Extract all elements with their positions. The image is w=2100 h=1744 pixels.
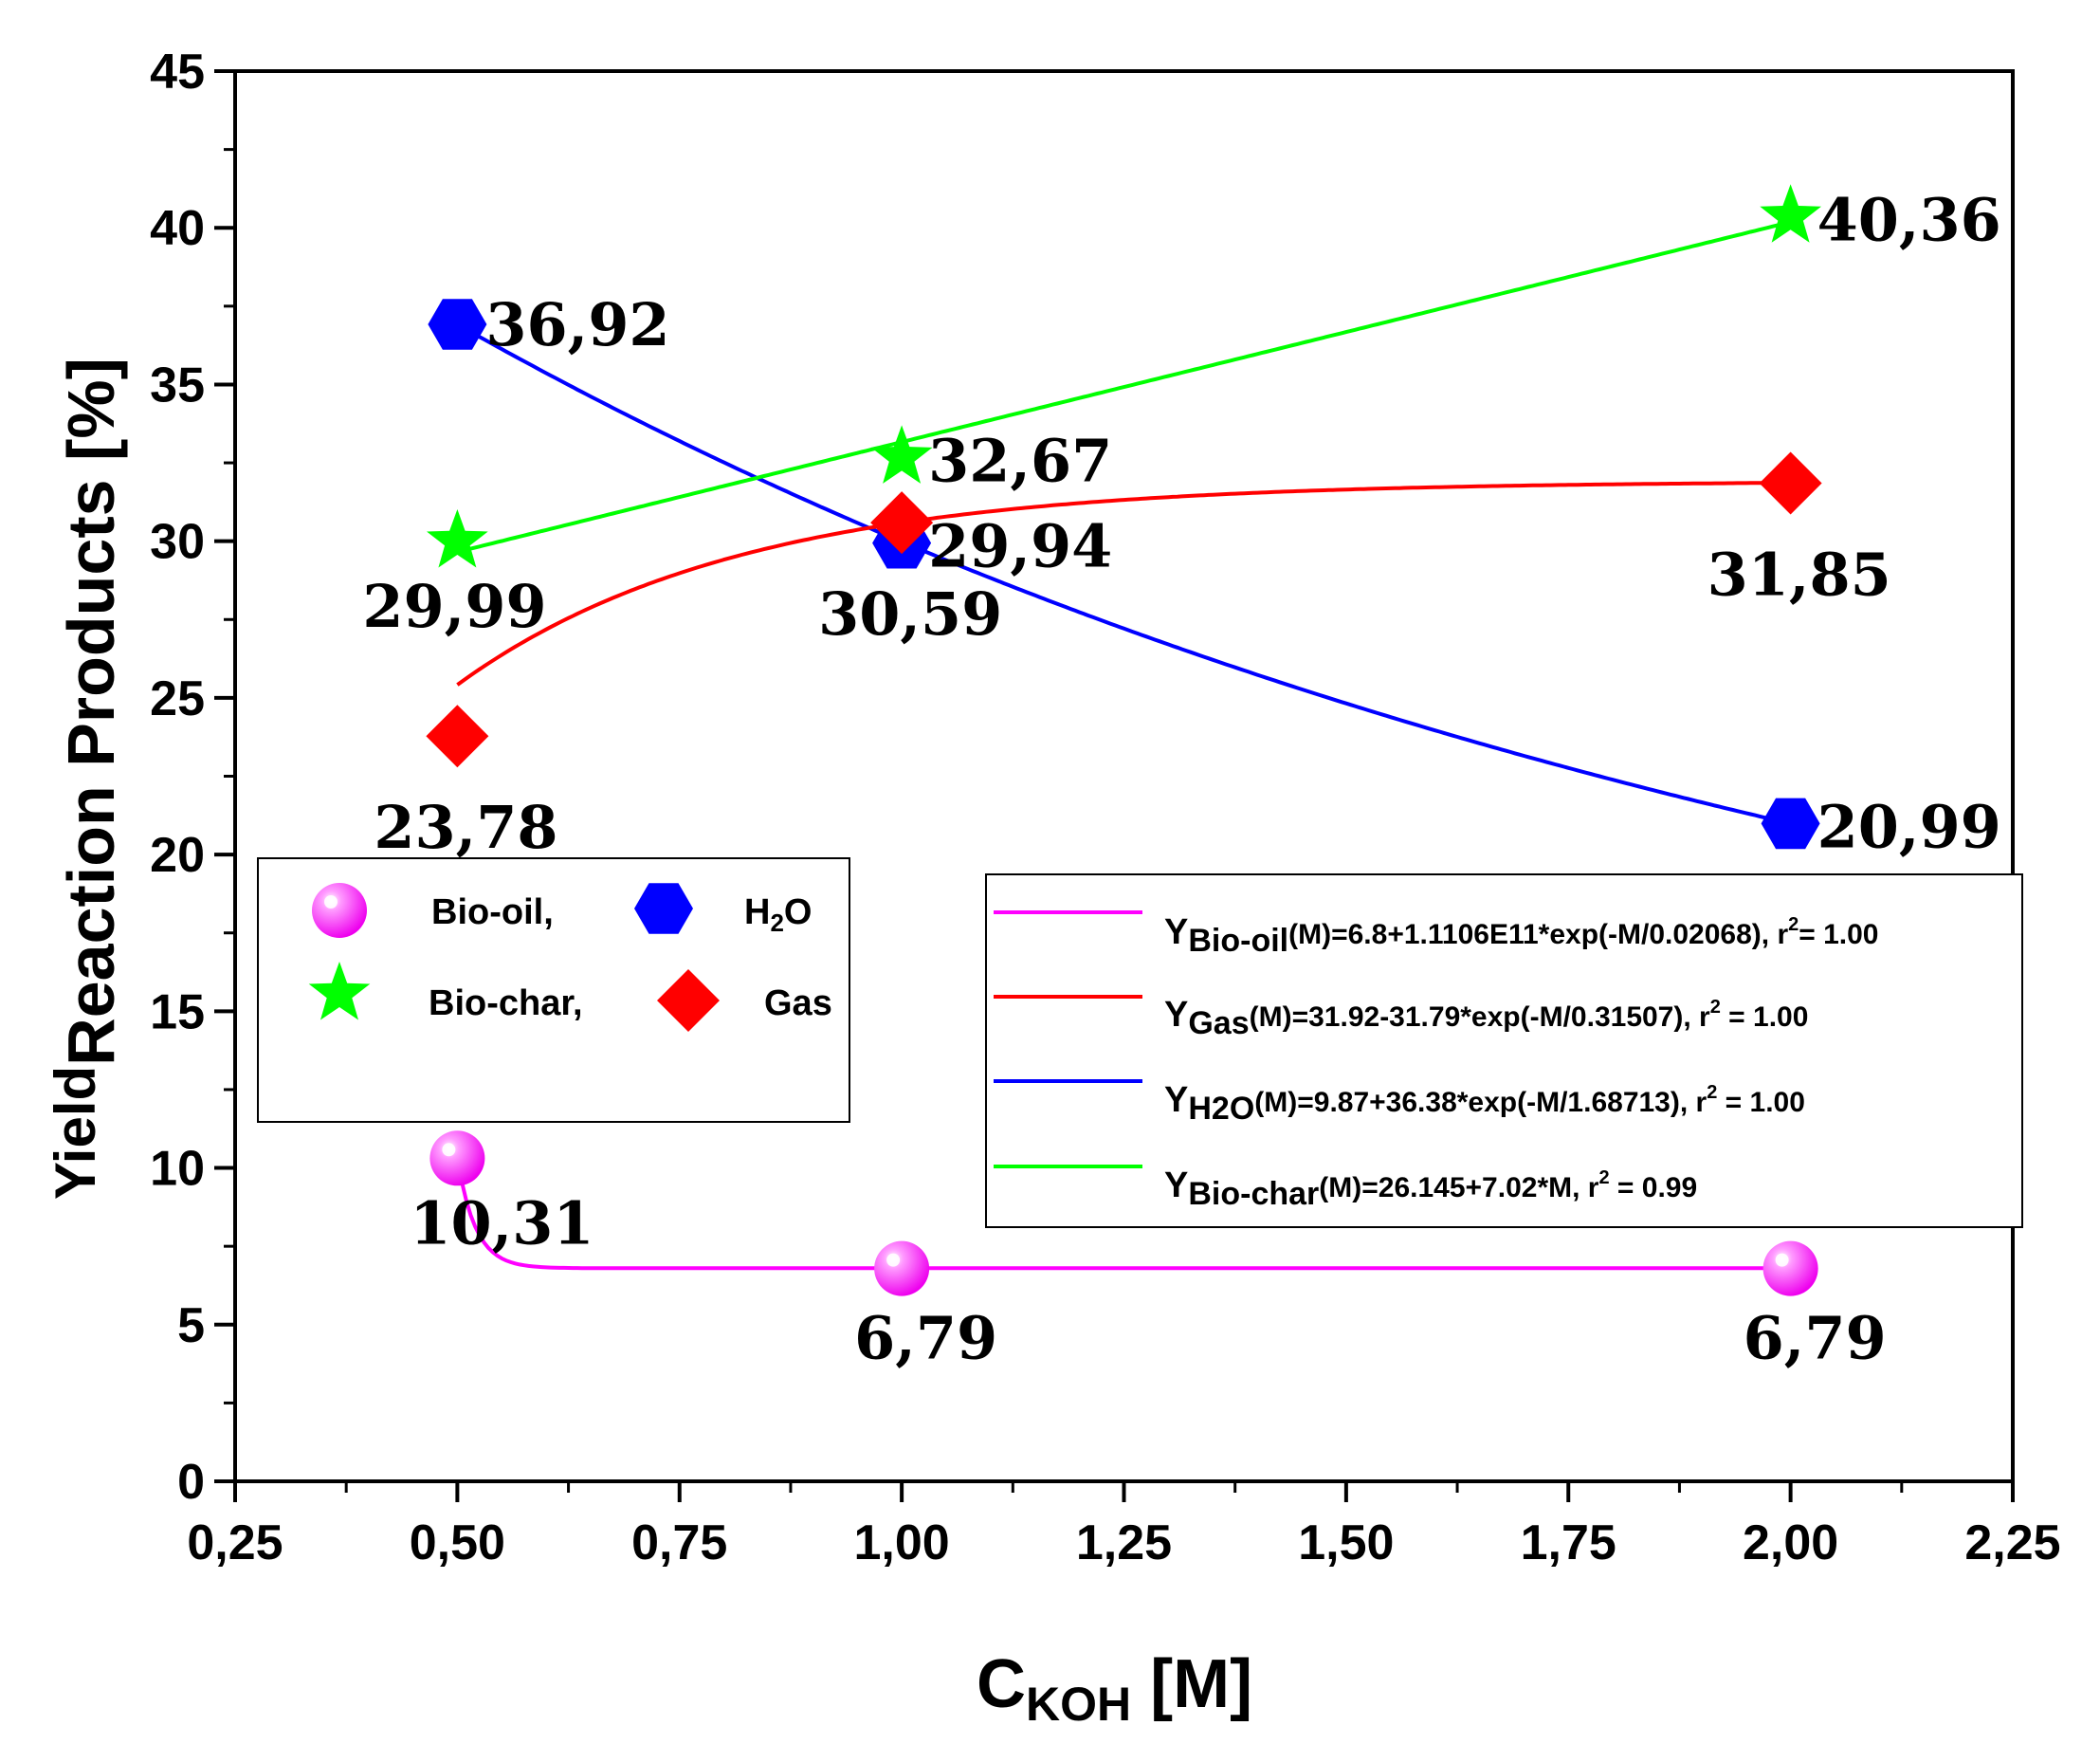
legend-label-gas: Gas: [764, 983, 832, 1023]
sphere-body: [312, 883, 367, 938]
x-tick-label: 1,50: [1298, 1515, 1394, 1570]
data-label-h2o: 20,99: [1817, 792, 2001, 861]
marker-gas: [426, 705, 489, 768]
y-tick-label: 15: [150, 984, 205, 1039]
y-tick-label: 0: [177, 1455, 205, 1510]
fit-legend-gas: YGas(M)=31.92-31.79*exp(-M/0.31507), r2 …: [1164, 995, 1808, 1041]
fit-legend-box: [985, 873, 2023, 1228]
x-tick-label: 0,50: [410, 1515, 505, 1570]
marker-gas: [1759, 451, 1822, 515]
data-label-bio-char: 32,67: [928, 426, 1112, 495]
legend-marker-h2o: [634, 883, 693, 934]
x-tick-label: 1,25: [1076, 1515, 1172, 1570]
y-axis-title: YieldReaction Products [%]: [44, 358, 128, 1200]
fit-legend-bio-oil: YBio-oil(M)=6.8+1.1106E11*exp(-M/0.02068…: [1164, 912, 1879, 959]
data-label-bio-oil: 6,79: [1744, 1304, 1887, 1373]
legend-label-bio-oil: Bio-oil,: [431, 892, 554, 932]
y-tick-label: 20: [150, 828, 205, 883]
y-tick-label: 5: [177, 1298, 205, 1353]
y-tick-label: 40: [150, 201, 205, 256]
marker-h2o: [428, 299, 487, 350]
sphere-body: [429, 1130, 485, 1186]
y-tick-label: 45: [150, 45, 205, 100]
y-tick-label: 25: [150, 671, 205, 726]
marker-bio-oil: [874, 1240, 930, 1296]
data-label-gas: 30,59: [818, 579, 1002, 649]
sphere-highlight: [324, 895, 338, 909]
x-tick-label: 0,25: [187, 1515, 283, 1570]
legend-label-h2o: H2O: [744, 892, 812, 937]
data-label-bio-oil: 10,31: [410, 1188, 593, 1258]
sphere-highlight: [1775, 1253, 1789, 1267]
data-label-h2o: 36,92: [485, 290, 669, 359]
data-label-bio-char: 40,36: [1817, 185, 2001, 254]
x-tick-label: 0,75: [631, 1515, 727, 1570]
marker-bio-char: [427, 509, 488, 568]
x-tick-label: 1,00: [854, 1515, 950, 1570]
fit-curves: [455, 220, 1792, 1271]
marker-gas: [870, 491, 934, 555]
marker-legend: Bio-oil, H2O Bio-char, Gas: [257, 857, 850, 1123]
legend-label-bio-char: Bio-char,: [429, 983, 583, 1023]
sphere-body: [874, 1240, 930, 1296]
legend-marker-gas: [657, 969, 720, 1032]
marker-bio-oil: [1762, 1240, 1818, 1296]
x-axis-title: CKOH [M]: [977, 1646, 1252, 1731]
x-tick-label: 1,75: [1521, 1515, 1616, 1570]
fit-curve-bio-oil: [455, 1157, 1791, 1271]
data-markers: [426, 184, 1822, 1296]
y-tick-label: 35: [150, 358, 205, 413]
marker-bio-char: [870, 425, 933, 484]
marker-bio-char: [1760, 184, 1821, 243]
x-tick-label: 2,25: [1964, 1515, 2060, 1570]
marker-bio-oil: [429, 1130, 485, 1186]
y-tick-label: 30: [150, 515, 205, 570]
sphere-body: [1762, 1240, 1818, 1296]
data-labels: 10,31 6,79 6,79 36,92 29,94 20,99 29,99 32,67 40…: [362, 185, 2000, 1372]
fit-legend-bio-char: YBio-char(M)=26.145+7.02*M, r2 = 0.99: [1164, 1166, 1697, 1212]
fit-legend-h2o: YH2O(M)=9.87+36.38*exp(-M/1.68713), r2 =…: [1164, 1080, 1805, 1127]
data-label-gas: 23,78: [374, 793, 557, 862]
marker-h2o: [1761, 798, 1820, 850]
fit-curve-bio-char: [456, 220, 1792, 555]
sphere-highlight: [886, 1253, 901, 1267]
fit-curve-gas: [456, 481, 1791, 687]
data-label-bio-oil: 6,79: [854, 1304, 997, 1373]
data-label-h2o: 29,94: [928, 512, 1112, 581]
data-label-gas: 31,85: [1707, 541, 1891, 610]
fit-curve-h2o: [456, 322, 1792, 826]
sphere-highlight: [442, 1143, 456, 1157]
fit-legend: YBio-oil(M)=6.8+1.1106E11*exp(-M/0.02068…: [985, 873, 2023, 1228]
x-tick-label: 2,00: [1743, 1515, 1838, 1570]
y-tick-label: 10: [150, 1142, 205, 1197]
data-label-bio-char: 29,99: [362, 572, 546, 641]
legend-marker-bio-char: [308, 962, 371, 1020]
legend-marker-bio-oil: [312, 883, 367, 938]
